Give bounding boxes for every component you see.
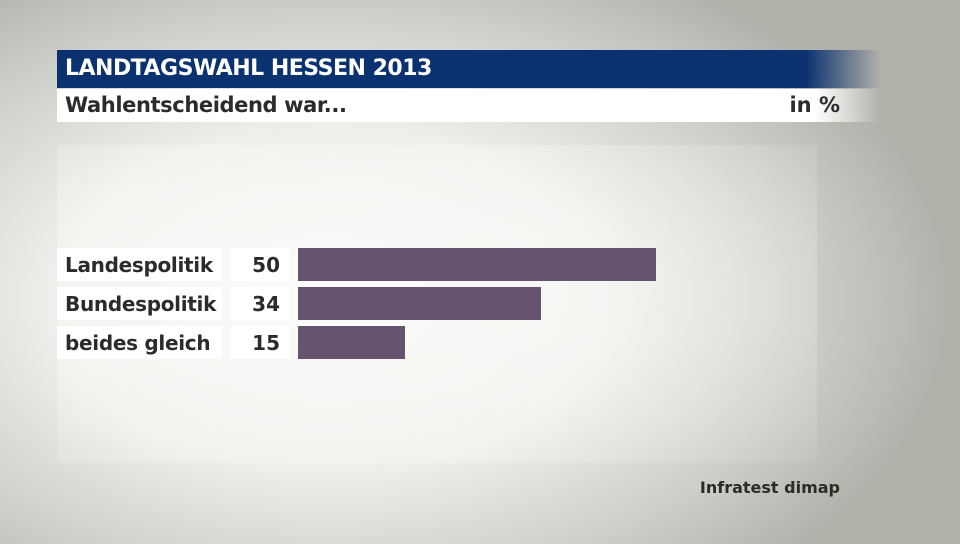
category-label: Landespolitik [65,253,213,277]
value-label-box: 34 [231,287,289,320]
unit-label: in % [789,93,840,117]
bar [298,326,406,359]
value-label-box: 50 [231,248,289,281]
value-label: 50 [252,253,280,277]
source-label: Infratest dimap [699,478,840,497]
bar-row: Bundespolitik 34 [0,287,960,320]
category-label-box: Landespolitik [57,248,222,281]
value-label: 34 [252,292,280,316]
category-label: beides gleich [65,331,211,355]
bar [298,248,656,281]
chart-title: LANDTAGSWAHL HESSEN 2013 [65,56,432,81]
chart-subtitle: Wahlentscheidend war... [65,93,347,117]
subtitle-bar: Wahlentscheidend war... in % [57,89,880,122]
category-label: Bundespolitik [65,292,217,316]
category-label-box: beides gleich [57,326,222,359]
bar-row: beides gleich 15 [0,326,960,359]
category-label-box: Bundespolitik [57,287,222,320]
bar-row: Landespolitik 50 [0,248,960,281]
value-label: 15 [252,331,280,355]
title-bar: LANDTAGSWAHL HESSEN 2013 [57,50,880,88]
value-label-box: 15 [231,326,289,359]
bar [298,287,542,320]
